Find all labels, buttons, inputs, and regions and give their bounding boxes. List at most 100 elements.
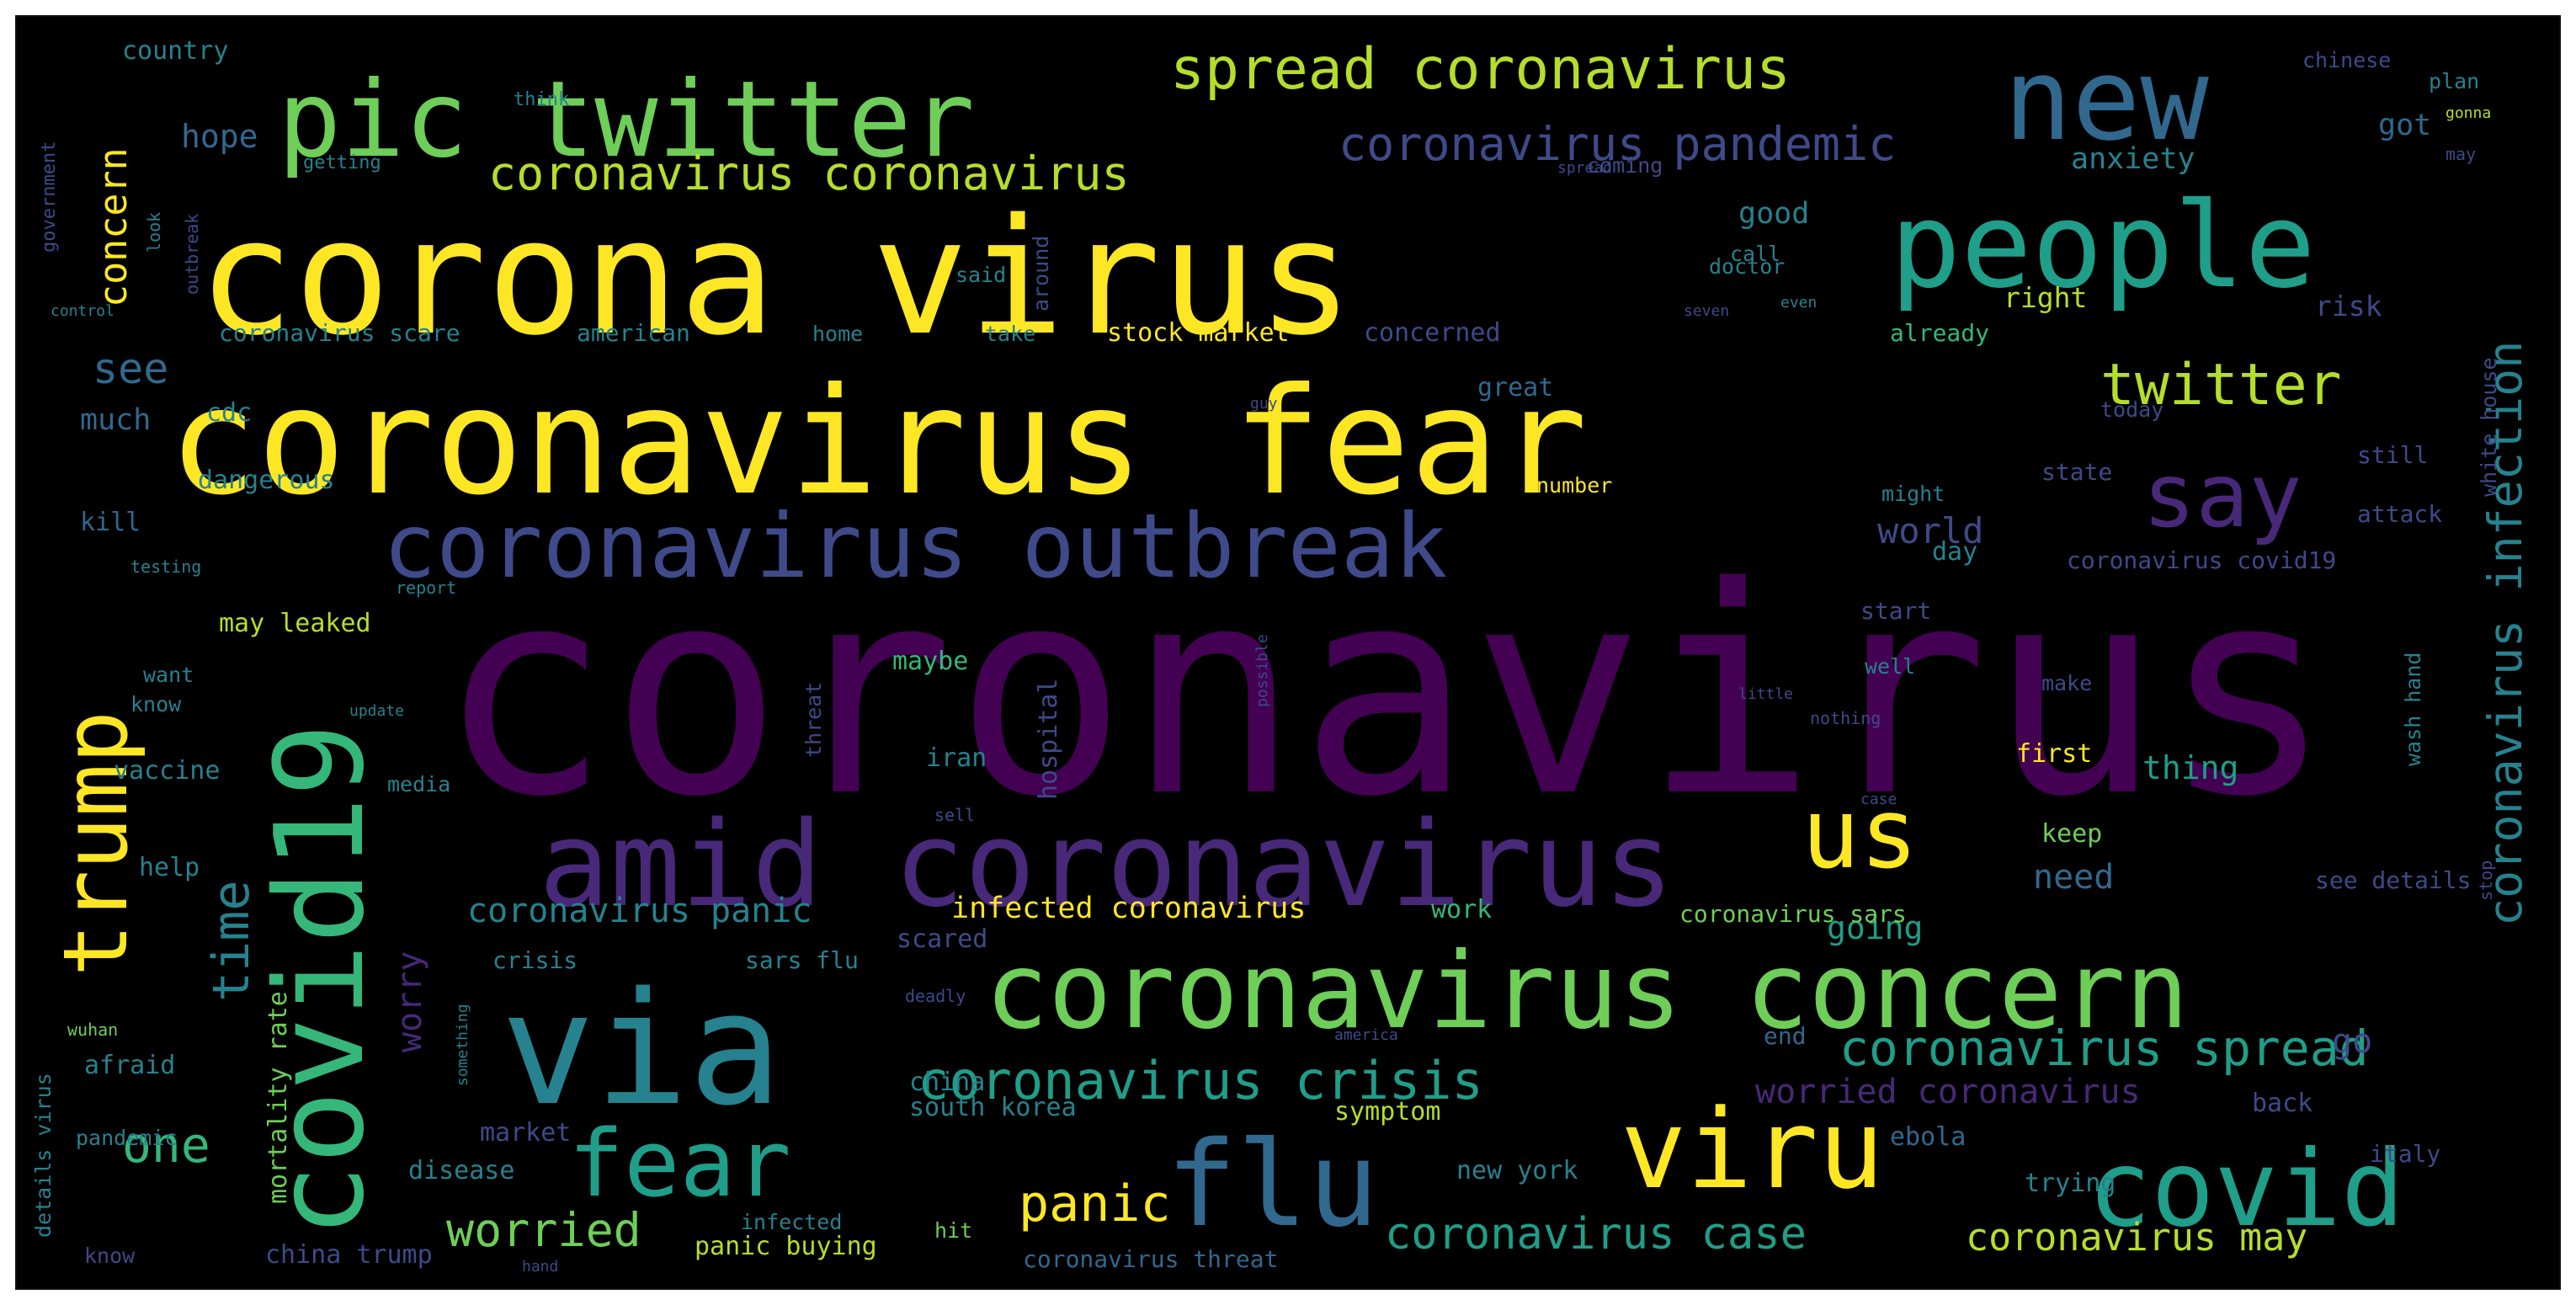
word-want: want [143, 663, 194, 687]
word-may: may [2446, 144, 2476, 164]
word-make: make [2041, 671, 2092, 695]
word-coronavirus-covid19: coronavirus covid19 [2067, 546, 2336, 574]
word-us: us [1802, 778, 1918, 891]
word-iran: iran [926, 743, 987, 773]
word-got: got [2378, 109, 2431, 142]
word-good: good [1738, 197, 1809, 231]
word-symptom: symptom [1334, 1097, 1440, 1127]
word-covid: covid [2088, 1128, 2404, 1250]
word-see-details: see details [2315, 866, 2471, 894]
word-going: going [1827, 909, 1923, 946]
word-much: much [80, 403, 151, 437]
word-trump: trump [45, 711, 147, 977]
word-think: think [514, 89, 569, 110]
word-coronavirus-concern: coronavirus concern [985, 930, 2189, 1052]
word-kill: kill [80, 508, 141, 537]
word-covid19: covid19 [249, 723, 391, 1238]
word-viru: viru [1621, 1085, 1884, 1213]
word-scared: scared [897, 924, 987, 954]
word-coronavirus-scare: coronavirus scare [219, 319, 460, 347]
word-even: even [1780, 294, 1817, 312]
word-hope: hope [181, 118, 258, 155]
word-spread-coronavirus: spread coronavirus [1170, 36, 1791, 103]
word-coronavirus-case: coronavirus case [1385, 1209, 1807, 1260]
word-getting: getting [303, 152, 381, 173]
word-coronavirus-pandemic: coronavirus pandemic [1339, 117, 1896, 171]
word-said: said [955, 263, 1006, 287]
word-update: update [349, 702, 404, 720]
word-media: media [387, 772, 450, 796]
word-coronavirus-spread: coronavirus spread [1839, 1020, 2369, 1077]
word-coronavirus-crisis: coronavirus crisis [918, 1050, 1483, 1111]
word-coronavirus-coronavirus: coronavirus coronavirus [488, 146, 1130, 200]
word-look: look [144, 212, 164, 253]
word-outbreak: outbreak [182, 214, 202, 295]
word-china-trump: china trump [265, 1240, 433, 1270]
word-corona-virus: corona virus [198, 184, 1354, 370]
word-around: around [1029, 236, 1053, 312]
word-worried-coronavirus: worried coronavirus [1755, 1073, 2141, 1111]
word-coronavirus-infection: coronavirus infection [2478, 341, 2532, 926]
word-worried: worried [446, 1203, 641, 1257]
word-via: via [501, 958, 782, 1140]
word-hospital: hospital [1034, 679, 1063, 801]
word-wuhan: wuhan [67, 1020, 118, 1040]
word-disease: disease [408, 1156, 514, 1185]
word-doctor: doctor [1709, 254, 1785, 279]
word-people: people [1890, 178, 2316, 315]
word-take: take [985, 322, 1035, 346]
word-sars-flu: sars flu [745, 946, 859, 974]
word-fear: fear [568, 1110, 791, 1217]
word-case: case [1860, 791, 1897, 808]
word-flu: flu [1166, 1116, 1379, 1254]
word-testing: testing [130, 557, 201, 577]
word-number: number [1536, 473, 1612, 498]
word-go: go [2332, 1022, 2372, 1061]
word-may-leaked: may leaked [219, 609, 371, 638]
word-government: government [39, 141, 60, 253]
word-anxiety: anxiety [2071, 142, 2195, 176]
word-new: new [2004, 34, 2210, 166]
word-might: might [1881, 482, 1945, 506]
word-panic-buying: panic buying [695, 1232, 877, 1261]
word-little: little [1738, 685, 1793, 703]
word-market: market [480, 1118, 571, 1148]
word-control: control [51, 302, 114, 320]
word-today: today [2100, 397, 2164, 422]
word-pic-twitter: pic twitter [278, 59, 975, 181]
word-great: great [1477, 373, 1553, 402]
word-infected: infected [741, 1210, 842, 1234]
word-something: something [454, 1004, 471, 1086]
word-crisis: crisis [492, 946, 577, 974]
word-country: country [122, 36, 228, 66]
word-coming: coming [1587, 153, 1663, 178]
word-stop: stop [2476, 860, 2496, 901]
word-plan: plan [2429, 69, 2479, 93]
word-vaccine: vaccine [114, 756, 220, 786]
word-say: say [2142, 445, 2302, 547]
word-mortality-rate: mortality rate [263, 991, 293, 1204]
word-afraid: afraid [84, 1051, 175, 1080]
word-possible: possible [1253, 634, 1271, 707]
word-home: home [812, 322, 863, 346]
word-coronavirus-threat: coronavirus threat [1023, 1245, 1278, 1273]
word-state: state [2041, 458, 2112, 486]
word-wash-hand: wash hand [2401, 652, 2425, 766]
word-time: time [202, 881, 261, 1003]
word-one: one [122, 1116, 210, 1174]
word-south-korea: south korea [909, 1093, 1077, 1122]
word-world: world [1877, 510, 1983, 551]
word-guy: guy [1250, 395, 1278, 413]
word-concern: concern [91, 147, 136, 307]
word-worry: worry [391, 951, 429, 1052]
word-coronavirus: coronavirus [438, 526, 2334, 860]
word-coronavirus-fear: coronavirus fear [168, 357, 1588, 528]
word-know: know [130, 692, 182, 716]
word-coronavirus-may: coronavirus may [1966, 1215, 2307, 1260]
word-sell: sell [934, 805, 975, 825]
word-attack: attack [2357, 500, 2442, 528]
word-white-house: white house [2477, 357, 2501, 497]
word-coronavirus-panic: coronavirus panic [467, 892, 812, 930]
